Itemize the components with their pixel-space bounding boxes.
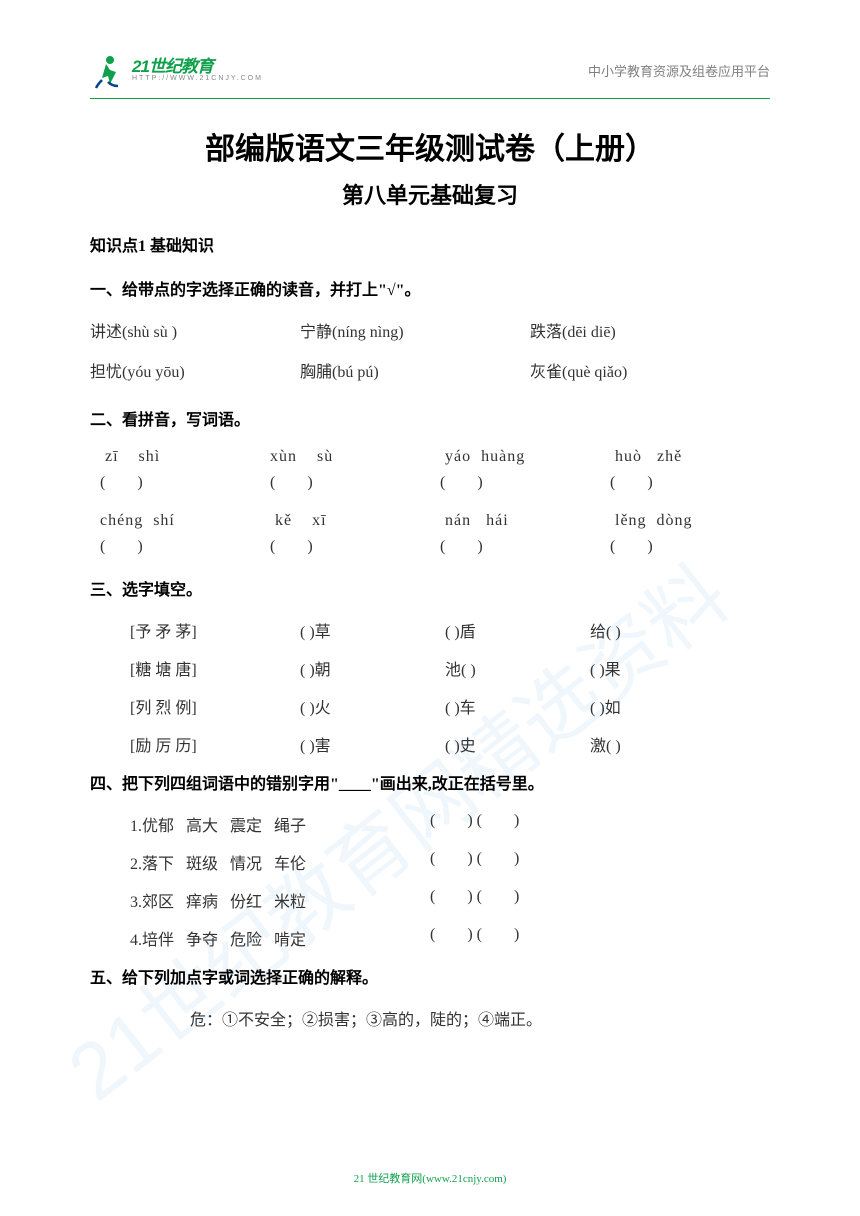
- section-label: 知识点1 基础知识: [90, 232, 770, 256]
- q3-bracket: [糖 塘 唐]: [130, 656, 300, 680]
- logo-main-text: 21世纪教育: [132, 58, 263, 75]
- logo-block: 21世纪教育 HTTP://WWW.21CNJY.COM: [90, 50, 263, 90]
- page-content: 21世纪教育 HTTP://WWW.21CNJY.COM 中小学教育资源及组卷应…: [90, 50, 770, 1030]
- q1-item: 跌落(dēi diē): [530, 318, 616, 342]
- q2-pinyin: xùn sù: [270, 448, 420, 466]
- q3-cell: 池( ): [445, 656, 590, 680]
- q4-blanks: ( ) ( ): [430, 850, 519, 874]
- q1-row-1: 讲述(shù sù ) 宁静(níng nìng) 跌落(dēi diē): [90, 318, 770, 342]
- logo-text: 21世纪教育 HTTP://WWW.21CNJY.COM: [132, 58, 263, 82]
- q4-words: 3.郊区 痒病 份红 米粒: [130, 888, 430, 912]
- q3-cell: ( )朝: [300, 656, 445, 680]
- q2-heading: 二、看拼音，写词语。: [90, 406, 770, 430]
- q3-row: [列 烈 例] ( )火 ( )车 ( )如: [90, 694, 770, 718]
- q4-blanks: ( ) ( ): [430, 812, 519, 836]
- q4-row: 1.优郁 高大 震定 绳子 ( ) ( ): [90, 812, 770, 836]
- q3-cell: ( )草: [300, 618, 445, 642]
- q2-pinyin: yáo huàng: [440, 448, 590, 466]
- q3-row: [糖 塘 唐] ( )朝 池( ) ( )果: [90, 656, 770, 680]
- header-right-text: 中小学教育资源及组卷应用平台: [588, 61, 770, 80]
- q1-item: 宁静(níng nìng): [300, 318, 530, 342]
- q2-pinyin-row-2: chéng shí kě xī nán hái lěng dòng: [90, 512, 770, 530]
- q5-heading: 五、给下列加点字或词选择正确的解释。: [90, 964, 770, 988]
- q3-row: [励 厉 历] ( )害 ( )史 激( ): [90, 732, 770, 756]
- q4-words: 4.培伴 争夺 危险 啃定: [130, 926, 430, 950]
- q2-paren: ( ): [100, 538, 250, 556]
- q3-cell: ( )车: [445, 694, 590, 718]
- q2-pinyin-row-1: zī shì xùn sù yáo huàng huò zhě: [90, 448, 770, 466]
- q4-row: 4.培伴 争夺 危险 啃定 ( ) ( ): [90, 926, 770, 950]
- q3-cell: ( )如: [590, 694, 735, 718]
- q2-paren: ( ): [100, 474, 250, 492]
- q2-paren-row-1: ( ) ( ) ( ) ( ): [90, 474, 770, 492]
- title-main: 部编版语文三年级测试卷（上册）: [90, 124, 770, 168]
- q2-pinyin: huò zhě: [610, 448, 760, 466]
- page-footer: 21 世纪教育网(www.21cnjy.com): [0, 1170, 860, 1186]
- q1-heading: 一、给带点的字选择正确的读音，并打上"√"。: [90, 276, 770, 300]
- header-row: 21世纪教育 HTTP://WWW.21CNJY.COM 中小学教育资源及组卷应…: [90, 50, 770, 90]
- q1-item: 担忧(yóu yōu): [90, 358, 300, 382]
- title-sub: 第八单元基础复习: [90, 178, 770, 210]
- q2-pinyin: zī shì: [100, 448, 250, 466]
- q2-paren: ( ): [610, 474, 760, 492]
- q2-paren: ( ): [270, 538, 420, 556]
- q3-cell: ( )害: [300, 732, 445, 756]
- q2-paren: ( ): [610, 538, 760, 556]
- q4-row: 2.落下 斑级 情况 车伦 ( ) ( ): [90, 850, 770, 874]
- q3-row: [予 矛 茅] ( )草 ( )盾 给( ): [90, 618, 770, 642]
- q3-bracket: [予 矛 茅]: [130, 618, 300, 642]
- q5-definition: 危：①不安全；②损害；③高的，陡的；④端正。: [90, 1006, 770, 1030]
- q1-item: 讲述(shù sù ): [90, 318, 300, 342]
- q4-blanks: ( ) ( ): [430, 926, 519, 950]
- q2-pinyin: chéng shí: [100, 512, 250, 530]
- q3-cell: 给( ): [590, 618, 735, 642]
- q4-blanks: ( ) ( ): [430, 888, 519, 912]
- q3-cell: ( )火: [300, 694, 445, 718]
- q4-heading: 四、把下列四组词语中的错别字用"____"画出来,改正在括号里。: [90, 770, 770, 794]
- q3-heading: 三、选字填空。: [90, 576, 770, 600]
- q2-pinyin: kě xī: [270, 512, 420, 530]
- q2-pinyin: lěng dòng: [610, 512, 760, 530]
- q1-item: 灰雀(què qiǎo): [530, 358, 627, 382]
- q2-paren: ( ): [440, 474, 590, 492]
- q4-words: 2.落下 斑级 情况 车伦: [130, 850, 430, 874]
- q4-words: 1.优郁 高大 震定 绳子: [130, 812, 430, 836]
- q4-row: 3.郊区 痒病 份红 米粒 ( ) ( ): [90, 888, 770, 912]
- logo-sub-text: HTTP://WWW.21CNJY.COM: [132, 75, 263, 82]
- q3-cell: ( )史: [445, 732, 590, 756]
- q2-paren-row-2: ( ) ( ) ( ) ( ): [90, 538, 770, 556]
- logo-icon: [90, 50, 130, 90]
- q2-paren: ( ): [440, 538, 590, 556]
- q3-bracket: [励 厉 历]: [130, 732, 300, 756]
- q2-pinyin: nán hái: [440, 512, 590, 530]
- q3-cell: 激( ): [590, 732, 735, 756]
- q3-cell: ( )盾: [445, 618, 590, 642]
- q1-row-2: 担忧(yóu yōu) 胸脯(bú pú) 灰雀(què qiǎo): [90, 358, 770, 382]
- q3-cell: ( )果: [590, 656, 735, 680]
- header-divider: [90, 98, 770, 99]
- q2-paren: ( ): [270, 474, 420, 492]
- q1-item: 胸脯(bú pú): [300, 358, 530, 382]
- q3-bracket: [列 烈 例]: [130, 694, 300, 718]
